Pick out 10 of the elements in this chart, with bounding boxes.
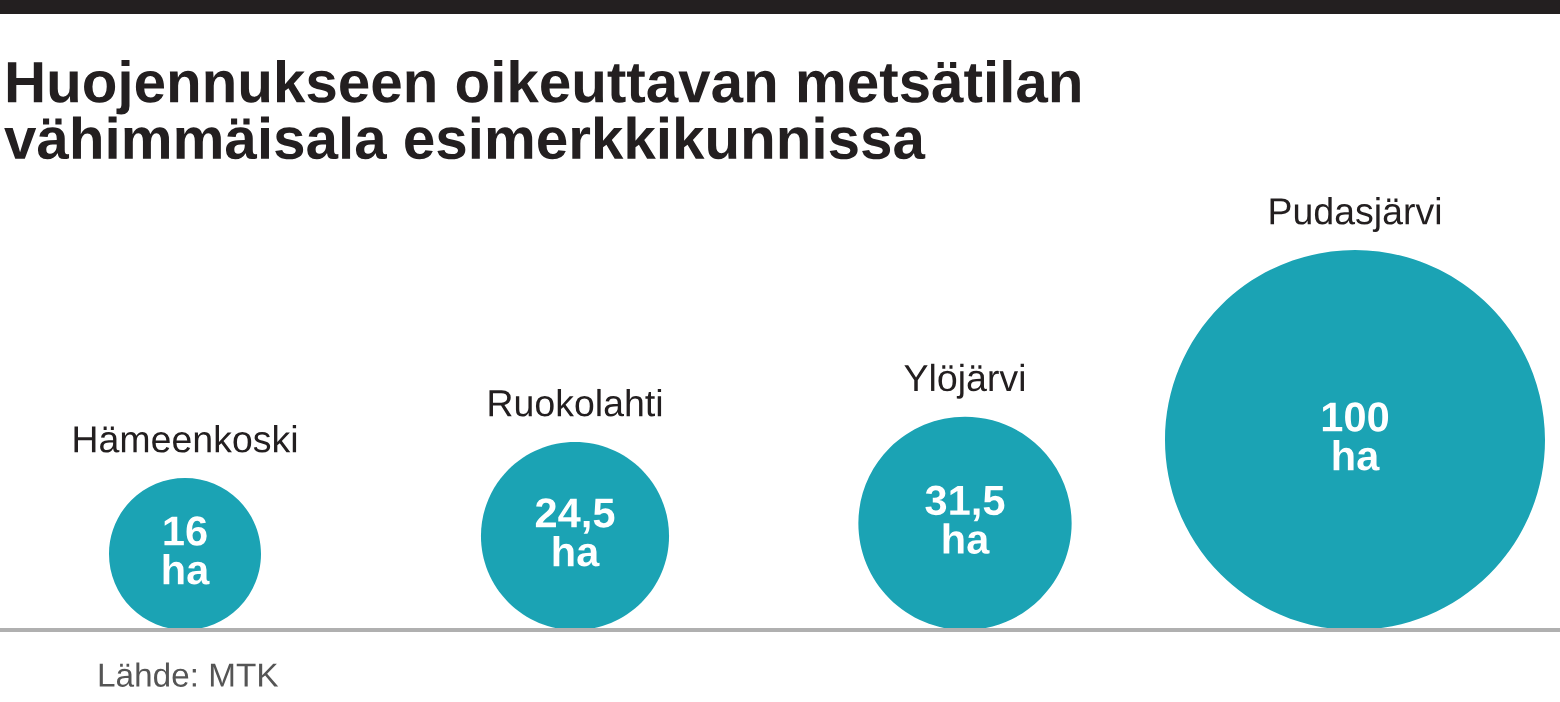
category-label: Ylöjärvi (904, 363, 1024, 399)
data-label: 16 ha (163, 516, 210, 585)
text: Lähde: MTK (99, 662, 279, 687)
data-label: 100 ha (1322, 402, 1389, 471)
text: Huojennukseen oikeuttavan metsätilan vähimmäisala esimerkkikunnissa (4, 60, 1080, 160)
data-label: 24,5 ha (535, 498, 615, 567)
category-label: Pudasjärvi (1270, 197, 1441, 232)
category-label: Ruokolahti (489, 388, 662, 417)
data-label: 31,5 ha (925, 485, 1005, 554)
category-label: Hämeenkoski (74, 425, 297, 453)
